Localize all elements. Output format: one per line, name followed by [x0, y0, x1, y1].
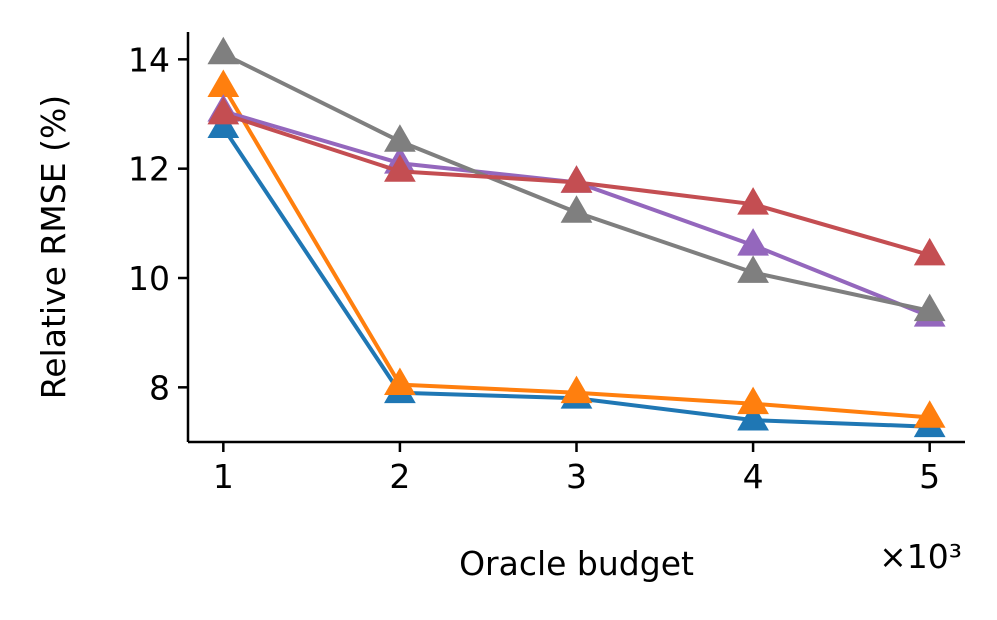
data-point-marker [560, 375, 593, 404]
x-axis-multiplier: ×10³ [879, 537, 962, 576]
data-point-marker [384, 124, 416, 152]
series-4 [207, 36, 946, 322]
data-point-marker [384, 367, 416, 395]
series-line [221, 85, 930, 420]
x-tick-label: 2 [389, 457, 410, 496]
data-point-marker [207, 69, 240, 98]
data-point-marker [737, 255, 769, 283]
data-point-marker [737, 386, 769, 415]
series-5 [207, 96, 946, 266]
data-point-marker [913, 237, 946, 266]
series-2 [207, 69, 946, 428]
data-point-marker [207, 110, 240, 139]
x-tick-label: 1 [213, 457, 234, 496]
data-point-marker [737, 403, 769, 431]
data-point-marker [560, 165, 593, 193]
x-tick-label: 3 [566, 457, 587, 496]
x-tick-label: 5 [919, 457, 940, 496]
y-axis-label: Relative RMSE (%) [34, 95, 73, 399]
series-layer [207, 36, 946, 438]
y-tick-label: 14 [128, 40, 170, 79]
data-point-marker [913, 293, 946, 322]
x-axis-label: Oracle budget [459, 544, 694, 583]
y-tick-label: 8 [149, 368, 170, 407]
y-tick-label: 10 [128, 259, 170, 298]
data-point-marker [737, 228, 769, 256]
data-point-marker [384, 154, 416, 182]
data-point-marker [737, 187, 769, 215]
data-point-marker [207, 36, 240, 65]
y-tick-label: 12 [128, 150, 170, 189]
data-point-marker [913, 400, 946, 428]
data-point-marker [207, 96, 240, 125]
x-tick-label: 4 [743, 457, 764, 496]
data-point-marker [560, 195, 593, 223]
